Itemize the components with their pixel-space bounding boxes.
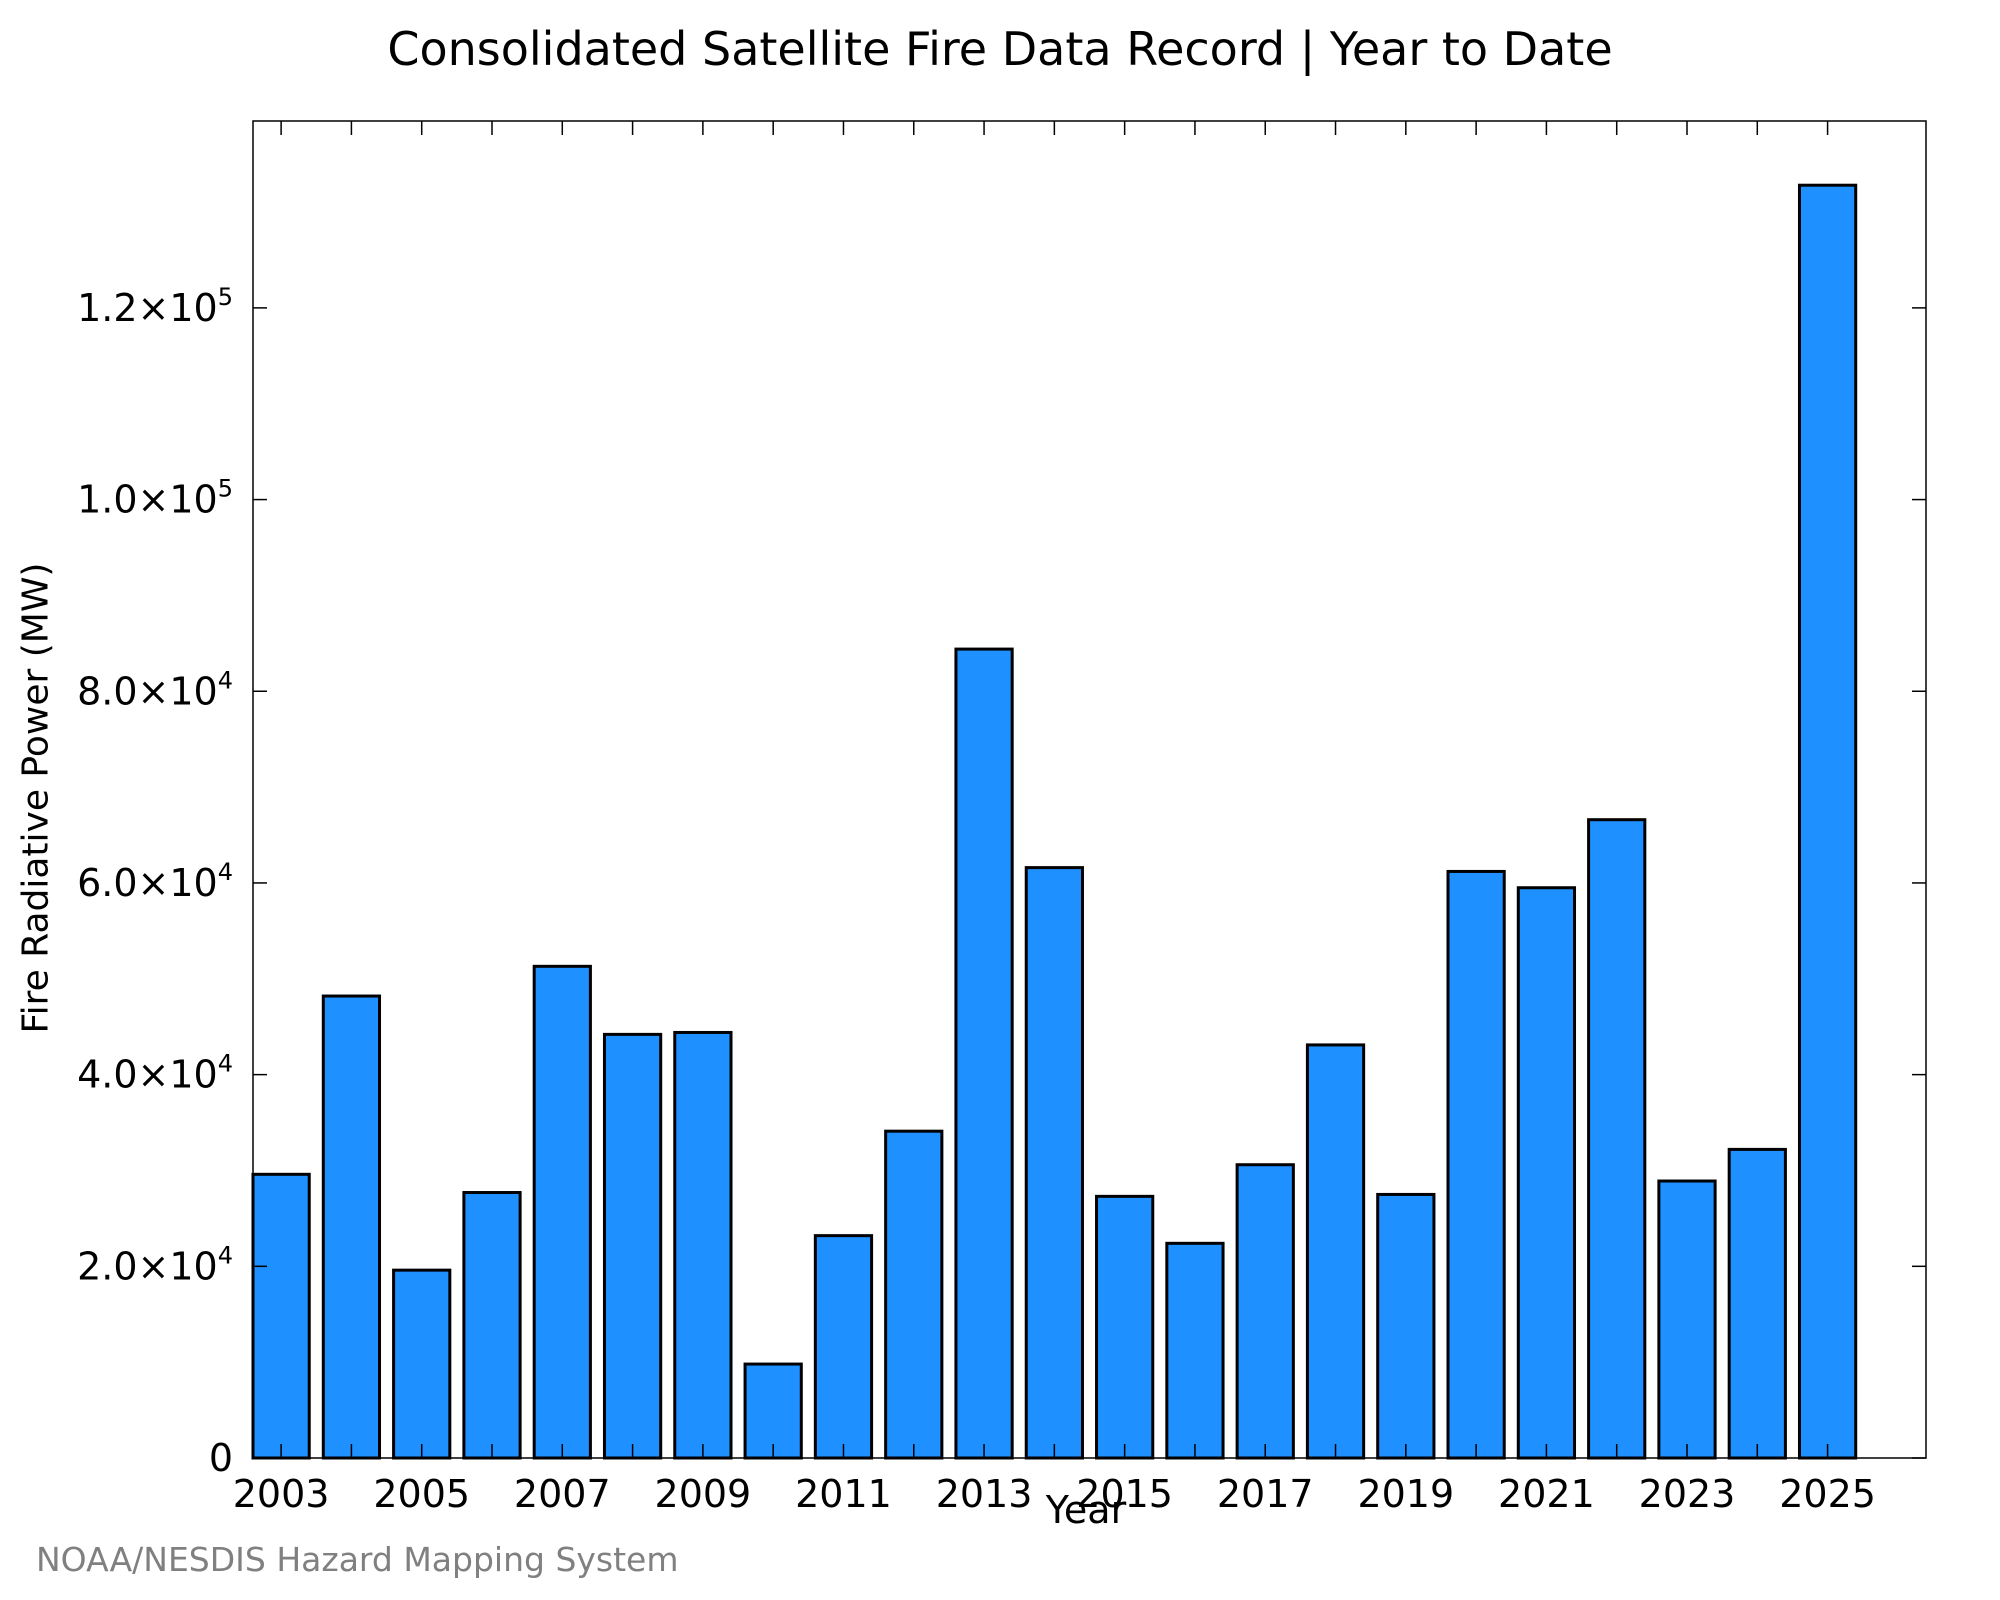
y-tick-label: 4.0×104 [77, 1050, 233, 1097]
bar-2014 [1024, 866, 1084, 1460]
y-tick-label: 8.0×104 [77, 666, 233, 713]
bar-2012 [884, 1129, 944, 1460]
bar-2009 [673, 1030, 733, 1460]
bar-2003 [251, 1172, 311, 1460]
y-tick-label: 2.0×104 [77, 1241, 233, 1288]
bar-2019 [1376, 1192, 1436, 1460]
bar-2015 [1095, 1194, 1155, 1460]
bar-2017 [1235, 1163, 1295, 1460]
bar-2024 [1727, 1147, 1787, 1460]
y-tick-label: 6.0×104 [77, 858, 233, 905]
bar-2023 [1657, 1179, 1717, 1460]
bar-2025 [1797, 183, 1858, 1460]
source-credit: NOAA/NESDIS Hazard Mapping System [36, 1540, 679, 1579]
bar-2020 [1446, 869, 1506, 1460]
bar-2013 [954, 647, 1014, 1460]
x-tick-label: 2013 [936, 1472, 1033, 1516]
x-tick-label: 2015 [1076, 1472, 1173, 1516]
x-axis-label: Year [1045, 1488, 1127, 1532]
bar-2008 [602, 1032, 663, 1460]
x-tick-label: 2017 [1217, 1472, 1314, 1516]
x-tick-label: 2025 [1779, 1472, 1876, 1516]
bar-2004 [321, 994, 382, 1460]
bar-2018 [1305, 1043, 1366, 1460]
x-tick-label: 2005 [373, 1472, 470, 1516]
plot-frame [252, 120, 1927, 1459]
bar-2007 [532, 964, 592, 1460]
y-tick-label: 0 [209, 1436, 233, 1480]
x-tick-label: 2021 [1498, 1472, 1595, 1516]
chart-title: Consolidated Satellite Fire Data Record … [387, 22, 1613, 76]
x-tick-label: 2019 [1357, 1472, 1454, 1516]
y-tick-label: 1.0×105 [77, 475, 233, 522]
x-tick-label: 2009 [655, 1472, 752, 1516]
y-axis-label: Fire Radiative Power (MW) [15, 562, 57, 1034]
bar-2010 [743, 1362, 803, 1460]
bar-2021 [1516, 886, 1577, 1460]
x-tick-label: 2007 [514, 1472, 611, 1516]
x-tick-label: 2003 [233, 1472, 330, 1516]
y-tick-label: 1.2×105 [77, 283, 233, 330]
x-tick-label: 2023 [1639, 1472, 1736, 1516]
bars-group [251, 183, 1858, 1460]
bar-2006 [462, 1191, 522, 1460]
bar-2016 [1165, 1241, 1225, 1460]
x-tick-label: 2011 [795, 1472, 892, 1516]
ticks-group [253, 121, 1926, 1459]
bar-2005 [392, 1268, 452, 1460]
tick-labels-group: 2003 2005 2007 2009 2011 2013 2015 2017 2019 2021… [77, 283, 1876, 1516]
bar-2022 [1587, 818, 1647, 1460]
bar-2011 [813, 1234, 874, 1460]
